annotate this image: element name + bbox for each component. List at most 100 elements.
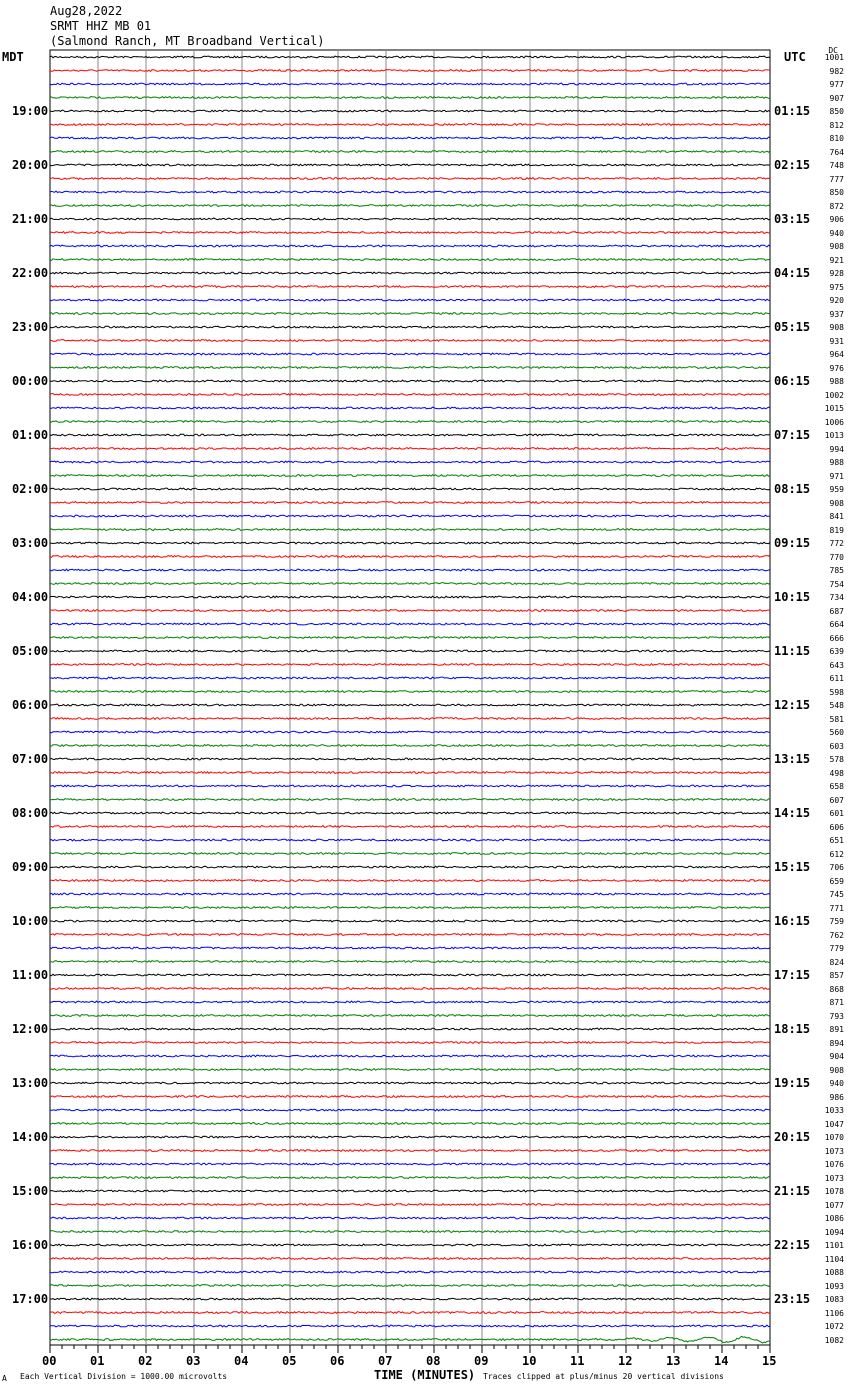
left-hour-label: 04:00 (12, 590, 49, 604)
seismic-trace (49, 757, 771, 761)
dc-offset-value: 1073 (824, 1146, 844, 1156)
seismic-trace (49, 851, 771, 856)
left-hour-label: 15:00 (12, 1184, 49, 1198)
seismic-trace (49, 271, 771, 275)
dc-offset-value: 921 (829, 255, 844, 265)
dc-offset-value: 964 (829, 350, 844, 359)
dc-offset-value: 1101 (824, 1241, 844, 1250)
dc-offset-value: 937 (829, 309, 844, 319)
dc-offset-value: 906 (829, 215, 844, 224)
dc-offset-value: 777 (829, 174, 844, 184)
seismic-trace (49, 595, 771, 599)
left-hour-label: 07:00 (12, 752, 49, 766)
dc-offset-value: 754 (829, 579, 844, 589)
dc-offset-value: 920 (829, 296, 844, 305)
seismic-trace (49, 433, 771, 437)
left-hour-label: 01:00 (12, 428, 49, 442)
seismic-trace (49, 109, 771, 113)
dc-offset-value: 1094 (824, 1227, 844, 1237)
x-tick-label: 02 (138, 1354, 153, 1368)
right-hour-label: 09:15 (774, 536, 811, 550)
dc-offset-value: 1073 (824, 1173, 844, 1183)
right-hour-label: 23:15 (774, 1292, 811, 1306)
seismic-trace (49, 1202, 771, 1207)
seismic-trace (49, 797, 771, 802)
dc-offset-value: 498 (829, 768, 844, 778)
seismic-trace (50, 919, 771, 923)
right-hour-label: 13:15 (774, 752, 811, 766)
seismic-trace (49, 541, 771, 545)
seismic-trace (49, 1216, 771, 1220)
dc-offset-value: 988 (829, 377, 844, 386)
dc-offset-value: 940 (829, 228, 844, 238)
seismic-trace (49, 82, 771, 86)
left-hour-label: 11:00 (12, 968, 49, 982)
seismic-trace (49, 1067, 771, 1072)
seismic-trace (49, 986, 771, 991)
seismic-trace (49, 1162, 771, 1166)
seismic-trace (50, 824, 771, 829)
dc-offset-value: 1013 (824, 431, 844, 440)
left-hour-label: 14:00 (12, 1130, 49, 1144)
seismic-trace (49, 892, 771, 896)
seismic-trace (49, 1175, 771, 1180)
seismic-trace (49, 770, 771, 775)
seismic-trace (49, 581, 771, 586)
x-tick-label: 03 (186, 1354, 201, 1368)
dc-offset-value: 607 (829, 795, 844, 805)
right-hour-label: 12:15 (774, 698, 811, 712)
seismic-trace (49, 1256, 771, 1261)
seismic-trace (49, 338, 771, 343)
dc-offset-value: 872 (829, 201, 844, 211)
clip-note: Traces clipped at plus/minus 20 vertical… (483, 1372, 724, 1381)
x-tick-label: 05 (282, 1354, 297, 1368)
seismic-trace (49, 1027, 771, 1031)
seismic-trace (49, 1040, 771, 1045)
seismic-trace (49, 1148, 771, 1153)
dc-offset-value: 931 (829, 336, 844, 346)
dc-offset-value: 1086 (824, 1214, 844, 1223)
x-axis-label: TIME (MINUTES) (374, 1368, 476, 1382)
right-hour-label: 17:15 (774, 968, 811, 982)
seismic-trace (49, 514, 771, 518)
seismic-trace (49, 608, 771, 613)
dc-offset-value: 659 (829, 876, 844, 886)
right-hour-label: 11:15 (774, 644, 811, 658)
seismic-trace (49, 1335, 771, 1344)
right-hour-label: 22:15 (774, 1238, 811, 1252)
dc-offset-value: 841 (829, 512, 844, 521)
dc-offset-value: 601 (829, 809, 844, 818)
seismic-trace (49, 446, 771, 451)
dc-offset-value: 908 (829, 498, 844, 508)
right-hour-label: 18:15 (774, 1022, 811, 1036)
seismic-trace (49, 784, 771, 788)
dc-offset-value: 975 (829, 282, 844, 292)
seismic-trace (49, 865, 771, 869)
dc-offset-value: 759 (829, 917, 844, 926)
seismic-trace (50, 635, 771, 640)
x-tick-label: 01 (90, 1354, 105, 1368)
seismic-trace (49, 176, 771, 181)
dc-offset-value: 1093 (824, 1281, 844, 1291)
dc-offset-value: 908 (829, 242, 844, 251)
seismic-trace (49, 487, 771, 491)
dc-offset-value: 1072 (824, 1322, 844, 1331)
dc-offset-value: 664 (829, 620, 844, 629)
seismic-trace (49, 230, 771, 235)
seismic-trace (49, 1229, 771, 1234)
corner-mark: A (2, 1374, 7, 1383)
seismic-trace (49, 1189, 770, 1193)
seismic-trace (50, 932, 771, 937)
dc-offset-value: 1006 (824, 417, 844, 427)
left-hour-label: 17:00 (12, 1292, 49, 1306)
dc-offset-value: 940 (829, 1079, 844, 1088)
dc-offset-value: 611 (829, 674, 844, 683)
station-location: (Salmond Ranch, MT Broadband Vertical) (50, 34, 325, 48)
dc-offset-value: 578 (829, 755, 844, 764)
seismic-trace (49, 203, 771, 208)
x-tick-label: 14 (714, 1354, 729, 1368)
left-hour-label: 12:00 (12, 1022, 49, 1036)
right-hour-label: 16:15 (774, 914, 811, 928)
seismic-trace (49, 946, 771, 950)
left-hour-label: 06:00 (12, 698, 49, 712)
